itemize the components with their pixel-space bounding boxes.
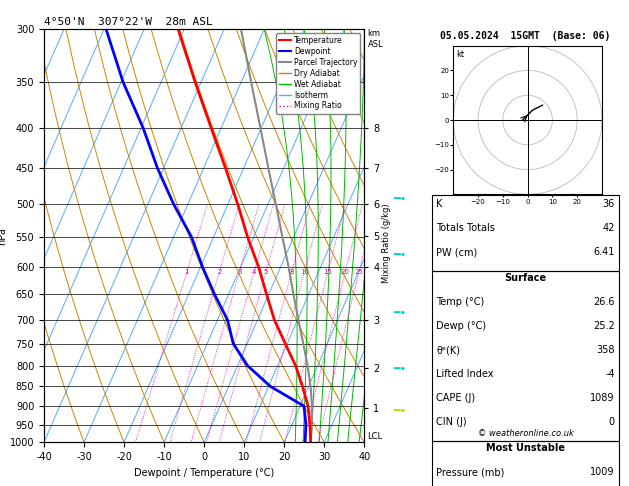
Text: 20: 20	[341, 269, 350, 275]
Text: 4: 4	[252, 269, 257, 275]
Text: ━•: ━•	[393, 364, 406, 374]
Text: Mixing Ratio (g/kg): Mixing Ratio (g/kg)	[382, 203, 391, 283]
Text: 25: 25	[355, 269, 364, 275]
Text: Surface: Surface	[504, 273, 547, 283]
Text: 8: 8	[289, 269, 294, 275]
Text: 6.41: 6.41	[594, 247, 615, 257]
Text: 1089: 1089	[591, 393, 615, 403]
Text: 36: 36	[603, 199, 615, 209]
Text: 358: 358	[596, 345, 615, 355]
Legend: Temperature, Dewpoint, Parcel Trajectory, Dry Adiabat, Wet Adiabat, Isotherm, Mi: Temperature, Dewpoint, Parcel Trajectory…	[276, 33, 360, 114]
Text: ━•: ━•	[393, 406, 406, 416]
Text: ━•: ━•	[393, 194, 406, 204]
Y-axis label: hPa: hPa	[0, 227, 7, 244]
Text: 26.6: 26.6	[593, 297, 615, 307]
Text: km
ASL: km ASL	[367, 29, 383, 49]
Text: 42: 42	[603, 224, 615, 233]
Text: Pressure (mb): Pressure (mb)	[437, 467, 504, 477]
Bar	[433, 441, 619, 486]
Bar	[433, 195, 619, 271]
Bar	[433, 271, 619, 441]
Text: ━•: ━•	[393, 309, 406, 318]
Text: Lifted Index: Lifted Index	[437, 369, 494, 379]
Text: CAPE (J): CAPE (J)	[437, 393, 476, 403]
Text: 1009: 1009	[591, 467, 615, 477]
Text: Dewp (°C): Dewp (°C)	[437, 321, 486, 331]
Text: PW (cm): PW (cm)	[437, 247, 477, 257]
Text: 5: 5	[264, 269, 268, 275]
X-axis label: Dewpoint / Temperature (°C): Dewpoint / Temperature (°C)	[134, 468, 274, 478]
Text: 0: 0	[609, 417, 615, 427]
Text: θᵉ(K): θᵉ(K)	[437, 345, 460, 355]
Text: CIN (J): CIN (J)	[437, 417, 467, 427]
Text: 2: 2	[217, 269, 221, 275]
Text: Most Unstable: Most Unstable	[486, 443, 565, 453]
Text: 4°50'N  307°22'W  28m ASL: 4°50'N 307°22'W 28m ASL	[44, 17, 213, 27]
Text: 1: 1	[185, 269, 189, 275]
Text: ━•: ━•	[393, 250, 406, 260]
Text: Totals Totals: Totals Totals	[437, 224, 495, 233]
Text: LCL: LCL	[367, 432, 382, 441]
Text: 10: 10	[300, 269, 309, 275]
Text: Temp (°C): Temp (°C)	[437, 297, 484, 307]
Text: 15: 15	[323, 269, 332, 275]
Text: 25.2: 25.2	[593, 321, 615, 331]
Text: © weatheronline.co.uk: © weatheronline.co.uk	[477, 429, 574, 438]
Text: -4: -4	[605, 369, 615, 379]
Text: K: K	[437, 199, 443, 209]
Text: 05.05.2024  15GMT  (Base: 06): 05.05.2024 15GMT (Base: 06)	[440, 31, 611, 41]
Text: 3: 3	[237, 269, 242, 275]
